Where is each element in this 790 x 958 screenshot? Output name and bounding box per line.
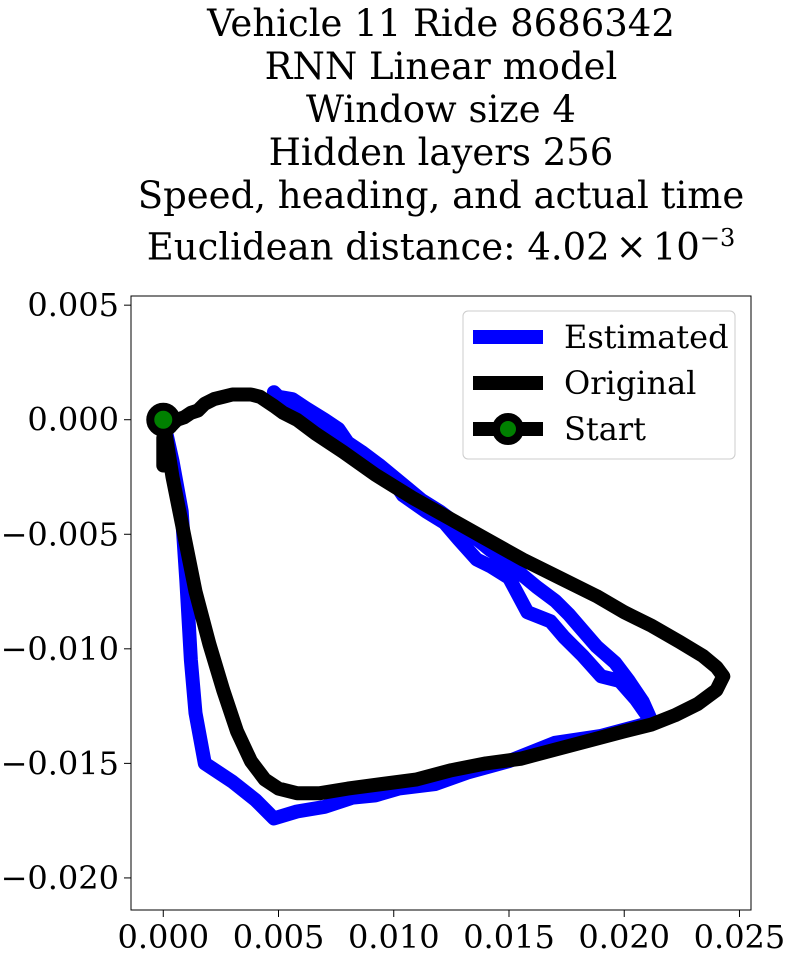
y-axis: 0.005 0.000 −0.005 −0.010 −0.015 −0.020	[1, 286, 131, 897]
title-line-hidden: Hidden layers 256	[268, 131, 614, 174]
start-marker	[146, 402, 181, 437]
y-tick-label: 0.000	[27, 401, 119, 439]
x-tick-label: 0.020	[578, 918, 670, 956]
legend-label-estimated: Estimated	[564, 318, 729, 356]
title-line-vehicle: Vehicle 11 Ride 8686342	[207, 2, 675, 45]
title-line-window: Window size 4	[306, 88, 576, 131]
x-tick-label: 0.005	[233, 918, 325, 956]
title-line-features: Speed, heading, and actual time	[137, 174, 745, 217]
y-tick-label: −0.020	[1, 859, 119, 897]
start-layer	[146, 402, 181, 437]
title-line-distance: Euclidean distance: 4.02 × 10−3	[0, 217, 790, 268]
series-layer	[156, 385, 731, 826]
plot-frame	[130, 295, 752, 911]
x-tick-label: 0.015	[463, 918, 555, 956]
legend-label-start: Start	[564, 410, 646, 448]
legend-start-marker	[492, 413, 524, 445]
y-tick-label: −0.005	[1, 515, 119, 553]
y-tick-label: 0.005	[27, 286, 119, 324]
legend: Estimated Original Start	[462, 310, 736, 460]
title-line-model: RNN Linear model	[264, 45, 618, 88]
distance-exponent: −3	[699, 224, 736, 252]
x-tick-label: 0.025	[694, 918, 786, 956]
distance-label: Euclidean distance:	[146, 225, 528, 269]
chart-title: Vehicle 11 Ride 8686342 RNN Linear model…	[0, 2, 790, 268]
y-tick-label: −0.015	[1, 744, 119, 782]
distance-mantissa: 4.02	[527, 225, 610, 269]
x-tick-label: 0.000	[117, 918, 209, 956]
x-tick-label: 0.010	[348, 918, 440, 956]
series-line-original	[156, 387, 731, 801]
x-axis: 0.000 0.005 0.010 0.015 0.020 0.025	[117, 910, 785, 956]
distance-base: 10	[652, 225, 700, 269]
distance-times: ×	[615, 225, 647, 269]
legend-label-original: Original	[564, 364, 696, 402]
y-tick-label: −0.010	[1, 630, 119, 668]
